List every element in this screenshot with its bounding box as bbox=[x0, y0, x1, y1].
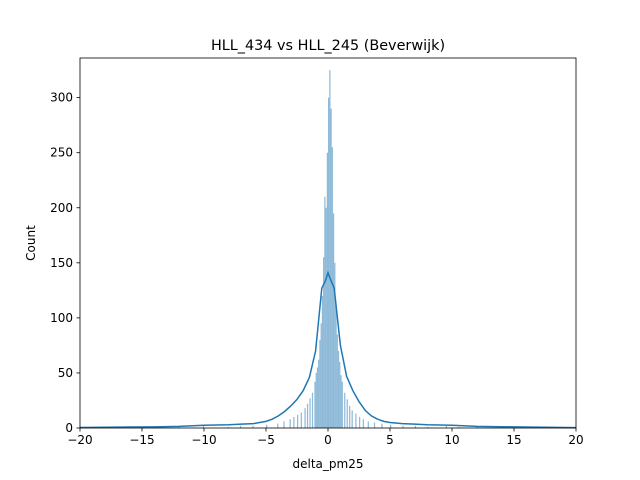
histogram-bar bbox=[346, 399, 348, 428]
y-tick-label: 250 bbox=[50, 146, 73, 160]
x-tick-label: −15 bbox=[129, 433, 154, 447]
x-tick-label: 5 bbox=[386, 433, 394, 447]
histogram-bar bbox=[334, 262, 336, 428]
histogram-bar bbox=[359, 416, 361, 428]
histogram-bars bbox=[103, 70, 479, 429]
x-tick-label: −20 bbox=[67, 433, 92, 447]
histogram-bar bbox=[320, 323, 322, 428]
histogram-bar bbox=[306, 403, 309, 428]
histogram-bar bbox=[316, 367, 319, 428]
histogram-bar bbox=[266, 424, 268, 428]
histogram-bar bbox=[341, 381, 343, 428]
histogram-bar bbox=[336, 334, 338, 428]
histogram-bar bbox=[373, 422, 376, 428]
histogram-bar bbox=[381, 423, 383, 428]
histogram-bar bbox=[326, 152, 328, 428]
histogram-bar bbox=[332, 213, 335, 428]
histogram-bar bbox=[337, 350, 340, 428]
x-tick-label: −5 bbox=[257, 433, 275, 447]
y-tick-label: 50 bbox=[58, 366, 73, 380]
histogram-bar bbox=[239, 425, 242, 428]
chart-title: HLL_434 vs HLL_245 (Beverwijk) bbox=[211, 38, 445, 54]
histogram-bar bbox=[335, 306, 337, 428]
x-tick-label: 20 bbox=[568, 433, 583, 447]
histogram-bar bbox=[297, 414, 299, 428]
y-axis-label: Count bbox=[24, 225, 38, 261]
histogram-bar bbox=[349, 405, 351, 428]
histogram-bar bbox=[293, 416, 295, 428]
histogram-bar bbox=[202, 425, 204, 428]
y-tick-label: 100 bbox=[50, 311, 73, 325]
histogram-bar bbox=[427, 426, 429, 428]
histogram-bar bbox=[362, 419, 364, 428]
y-axis-ticks: 0 50 100 150 200 250 300 bbox=[50, 91, 80, 435]
histogram-bar bbox=[177, 426, 180, 428]
histogram-bar bbox=[329, 70, 331, 429]
x-tick-label: 0 bbox=[324, 433, 332, 447]
x-tick-label: 15 bbox=[506, 433, 521, 447]
histogram-bar bbox=[300, 412, 302, 428]
histogram-bar bbox=[309, 398, 311, 428]
y-tick-label: 0 bbox=[65, 421, 73, 435]
histogram-bar bbox=[321, 295, 324, 428]
histogram-bar bbox=[314, 381, 316, 428]
histogram-bar bbox=[324, 196, 326, 428]
histogram-bar bbox=[277, 423, 279, 428]
histogram-bar bbox=[283, 421, 285, 428]
histogram-bar bbox=[304, 408, 306, 428]
histogram-bar bbox=[328, 97, 330, 428]
histogram-bar bbox=[355, 413, 357, 428]
histogram-bar bbox=[227, 426, 229, 428]
histogram-bar bbox=[315, 372, 317, 428]
histogram-bar bbox=[402, 425, 404, 428]
histogram-bar bbox=[289, 419, 291, 428]
kde-line bbox=[79, 270, 577, 429]
histogram-bar bbox=[351, 410, 353, 428]
histogram-bar bbox=[319, 339, 321, 428]
y-tick-label: 150 bbox=[50, 256, 73, 270]
x-axis-label: delta_pm25 bbox=[293, 457, 364, 471]
histogram-bar bbox=[339, 361, 341, 428]
histogram-bar bbox=[367, 421, 369, 428]
y-tick-label: 300 bbox=[50, 91, 73, 105]
histogram-bar bbox=[330, 108, 332, 429]
x-tick-label: −10 bbox=[191, 433, 216, 447]
histogram-bar bbox=[344, 392, 346, 428]
histogram-bar bbox=[445, 425, 448, 428]
histogram-bar bbox=[311, 392, 314, 428]
histogram-bar bbox=[390, 424, 392, 428]
histogram-bar bbox=[476, 426, 479, 428]
histogram-bar bbox=[318, 359, 320, 428]
histogram-bar bbox=[325, 207, 327, 428]
histogram-bar bbox=[340, 375, 342, 428]
x-axis-ticks: −20 −15 −10 −5 0 5 10 15 20 bbox=[67, 428, 584, 447]
y-tick-label: 200 bbox=[50, 201, 73, 215]
histogram-bar bbox=[331, 147, 333, 428]
histogram-bar bbox=[323, 257, 325, 428]
histogram-bar bbox=[458, 426, 460, 428]
x-tick-label: 10 bbox=[444, 433, 459, 447]
histogram-bar bbox=[252, 425, 254, 428]
histogram-bar bbox=[414, 425, 417, 428]
